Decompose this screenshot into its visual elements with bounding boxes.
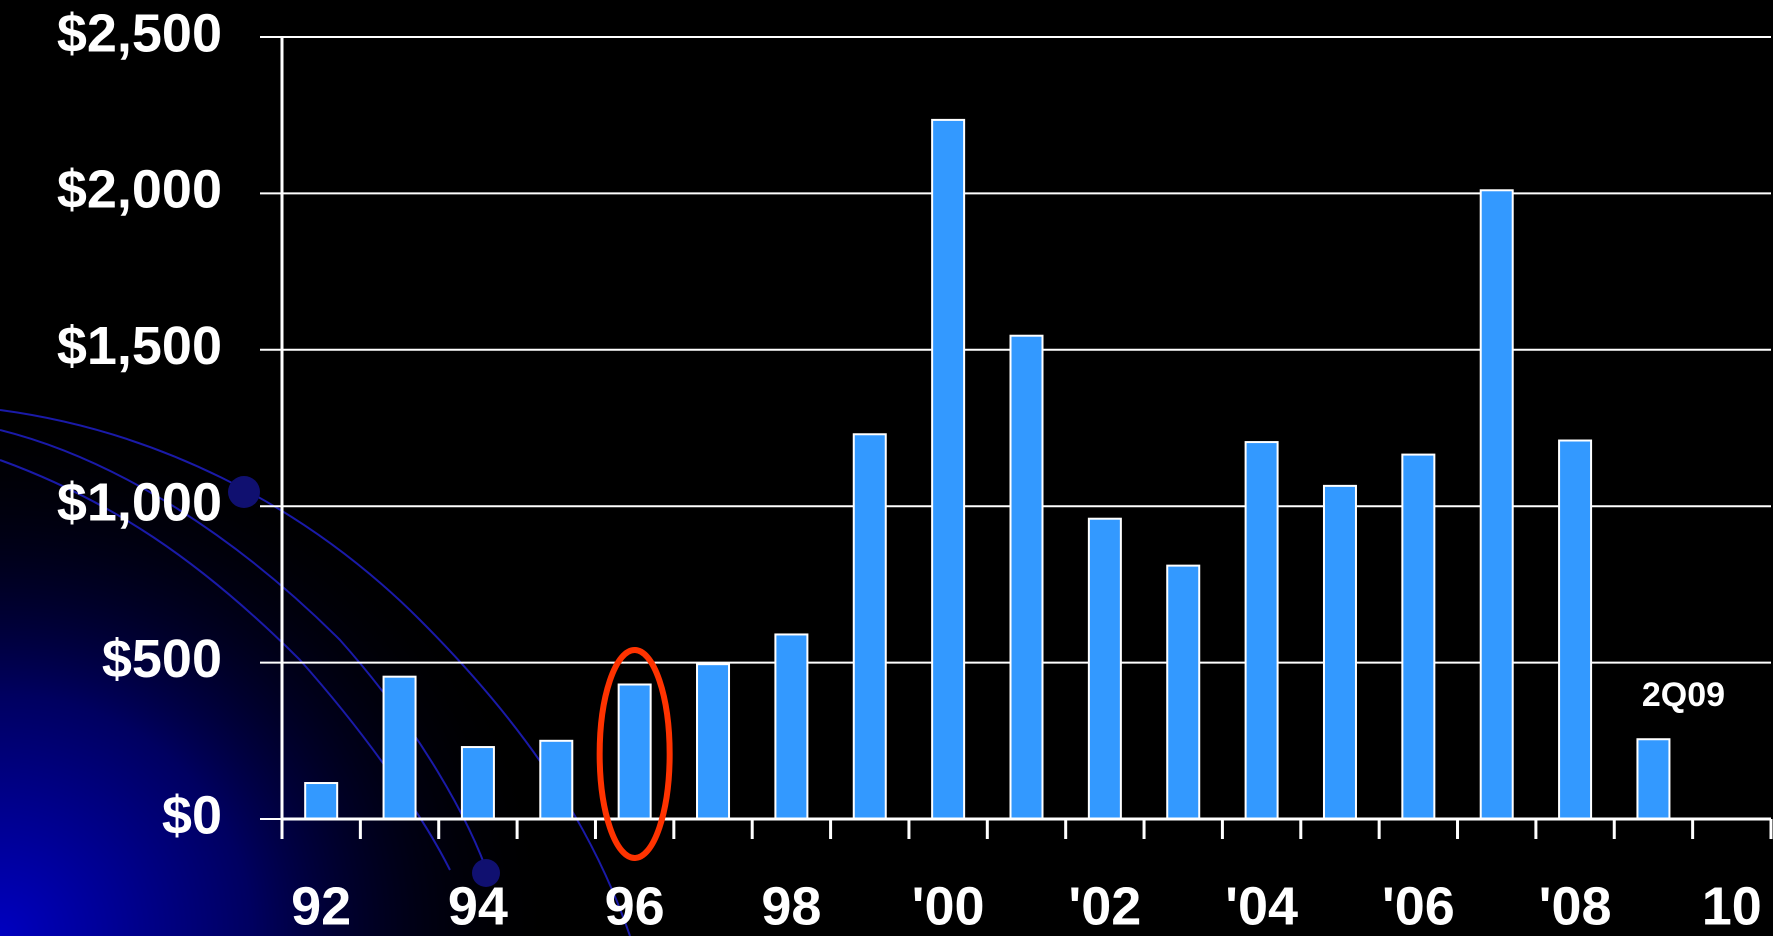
- y-tick-label: $2,000: [57, 160, 222, 220]
- bar: [617, 683, 652, 820]
- decor-dot: [228, 476, 260, 508]
- x-tick-label: '02: [1068, 876, 1141, 936]
- x-tick-label: 94: [448, 876, 508, 936]
- x-tick-label: '04: [1225, 876, 1298, 936]
- y-tick-label: $1,500: [57, 316, 222, 376]
- decor-curves: [0, 409, 631, 936]
- bar: [1636, 738, 1671, 821]
- x-tick-label: '08: [1539, 876, 1612, 936]
- bar: [539, 739, 574, 820]
- bar: [1009, 334, 1044, 820]
- y-tick-label: $500: [102, 629, 222, 689]
- decor-dot: [472, 859, 500, 887]
- x-tick-label: '00: [912, 876, 985, 936]
- y-tick-label: $1,000: [57, 472, 222, 532]
- bar: [852, 433, 887, 820]
- x-tick-label: 10: [1702, 876, 1762, 936]
- bar: [1166, 564, 1201, 821]
- x-tick-label: 96: [605, 876, 665, 936]
- x-tick-label: 98: [761, 876, 821, 936]
- bar: [1244, 441, 1279, 820]
- y-tick-label: $0: [162, 785, 222, 845]
- bar: [460, 746, 495, 821]
- bar: [1322, 484, 1357, 820]
- annotation: 2Q09: [1642, 676, 1725, 714]
- x-tick-label: '06: [1382, 876, 1455, 936]
- bar: [774, 633, 809, 820]
- bar: [304, 782, 339, 821]
- x-tick-label: 92: [291, 876, 351, 936]
- bar: [1087, 517, 1122, 820]
- bar: [1558, 439, 1593, 820]
- bar: [1479, 189, 1514, 821]
- bar: [1401, 453, 1436, 820]
- highlight-ellipse: [596, 647, 673, 861]
- bar: [696, 663, 731, 820]
- bar: [382, 675, 417, 821]
- y-tick-label: $2,500: [57, 3, 222, 63]
- bar: [931, 118, 966, 820]
